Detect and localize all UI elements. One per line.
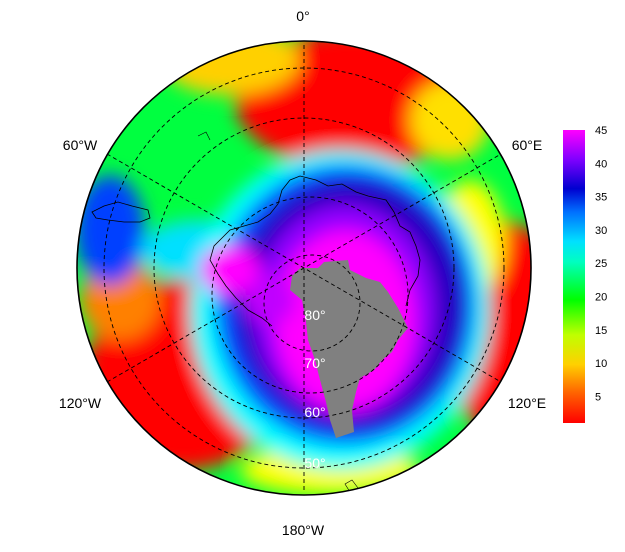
colorbar-tick-15: 15	[595, 325, 607, 337]
land-mask	[290, 260, 408, 438]
colorbar-tick-25: 25	[595, 258, 607, 270]
colorbar-tick-40: 40	[595, 158, 607, 170]
lat-label-70: 70°	[304, 355, 325, 371]
colorbar-tick-45: 45	[595, 125, 607, 137]
lat-label-80: 80°	[304, 307, 325, 323]
colorbar-tick-35: 35	[595, 192, 607, 204]
lat-label-60: 60°	[304, 404, 325, 420]
graticule	[103, 45, 505, 492]
colorbar-tick-20: 20	[595, 292, 607, 304]
lon-label-lower-right: 120°E	[508, 395, 546, 411]
colorbar-tick-30: 30	[595, 225, 607, 237]
colorbar-tick-5: 5	[595, 391, 601, 403]
map-boundary	[76, 40, 532, 496]
lon-label-upper-right: 60°E	[512, 137, 543, 153]
colorbar	[563, 130, 585, 423]
lon-label-top: 0°	[296, 8, 309, 24]
field-layer	[77, 41, 531, 495]
lat-label-50: 50°	[304, 455, 325, 471]
colorbar-ticks: 45 40 35 30 25 20 15 10 5	[595, 125, 607, 403]
lon-label-upper-left: 60°W	[63, 137, 98, 153]
colorbar-tick-10: 10	[595, 358, 607, 370]
lon-label-bottom: 180°W	[282, 522, 325, 538]
lon-label-lower-left: 120°W	[59, 395, 102, 411]
